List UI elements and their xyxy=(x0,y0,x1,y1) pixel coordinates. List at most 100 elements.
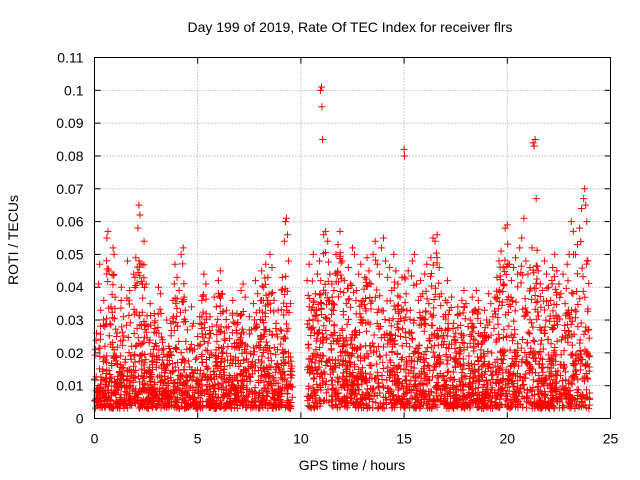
data-point xyxy=(134,224,142,232)
data-point xyxy=(375,343,383,351)
data-point xyxy=(479,361,487,369)
data-point xyxy=(260,385,268,393)
data-point xyxy=(241,394,249,402)
data-point xyxy=(561,321,569,329)
data-point xyxy=(242,355,250,363)
data-point xyxy=(585,280,593,288)
data-point xyxy=(139,294,147,302)
data-point xyxy=(149,345,157,353)
data-point xyxy=(238,311,246,319)
data-point xyxy=(225,401,233,409)
data-point xyxy=(374,379,382,387)
data-point xyxy=(498,392,506,400)
data-point xyxy=(220,368,228,376)
data-point xyxy=(457,329,465,337)
data-point xyxy=(578,395,586,403)
y-tick-label: 0.07 xyxy=(56,181,83,197)
data-point xyxy=(354,401,362,409)
data-point xyxy=(397,314,405,322)
data-point xyxy=(452,395,460,403)
data-point xyxy=(428,282,436,290)
plot-frame xyxy=(94,57,611,419)
data-point xyxy=(149,384,157,392)
data-point xyxy=(579,287,587,295)
data-point xyxy=(439,340,447,348)
data-point xyxy=(251,398,259,406)
data-point xyxy=(264,301,272,309)
data-point xyxy=(121,358,129,366)
data-point xyxy=(365,391,373,399)
data-point xyxy=(345,315,353,323)
data-point xyxy=(395,361,403,369)
data-point xyxy=(138,357,146,365)
data-point xyxy=(331,364,339,372)
data-point xyxy=(548,325,556,333)
data-point xyxy=(520,381,528,389)
data-point xyxy=(233,320,241,328)
data-point xyxy=(213,321,221,329)
data-point xyxy=(179,244,187,252)
data-point xyxy=(538,364,546,372)
data-point xyxy=(197,391,205,399)
data-point xyxy=(389,391,397,399)
data-point xyxy=(260,283,268,291)
data-point xyxy=(159,338,167,346)
data-point xyxy=(283,377,291,385)
data-point xyxy=(431,237,439,245)
data-point xyxy=(95,344,103,352)
data-point xyxy=(245,313,253,321)
data-point xyxy=(562,376,570,384)
data-point xyxy=(540,257,548,265)
data-point xyxy=(129,362,137,370)
data-point xyxy=(556,360,564,368)
data-point xyxy=(398,342,406,350)
data-point xyxy=(118,328,126,336)
data-point xyxy=(428,331,436,339)
data-point xyxy=(256,404,264,412)
data-point xyxy=(561,300,569,308)
data-point xyxy=(569,290,577,298)
data-point xyxy=(560,347,568,355)
data-point xyxy=(383,297,391,305)
data-point xyxy=(546,368,554,376)
data-point xyxy=(550,300,558,308)
x-axis-label: GPS time / hours xyxy=(299,457,406,473)
data-point xyxy=(394,280,402,288)
data-point xyxy=(528,401,536,409)
data-point xyxy=(221,336,229,344)
data-point xyxy=(132,399,140,407)
data-point xyxy=(117,337,125,345)
data-point xyxy=(310,329,318,337)
data-point xyxy=(497,247,505,255)
data-point xyxy=(222,324,230,332)
data-point xyxy=(180,396,188,404)
data-point xyxy=(551,285,559,293)
data-point xyxy=(109,244,117,252)
data-point xyxy=(142,355,150,363)
data-point xyxy=(338,325,346,333)
data-point xyxy=(536,280,544,288)
data-point xyxy=(484,347,492,355)
data-point xyxy=(392,381,400,389)
data-point xyxy=(471,361,479,369)
data-point xyxy=(116,394,124,402)
data-point xyxy=(349,244,356,252)
data-point xyxy=(333,335,341,343)
data-point xyxy=(250,316,258,324)
data-point xyxy=(145,397,153,405)
data-point xyxy=(107,321,115,329)
data-point xyxy=(482,332,490,340)
data-point xyxy=(249,390,257,398)
data-point xyxy=(267,350,275,358)
data-point xyxy=(287,300,295,308)
data-point xyxy=(539,402,547,410)
data-point xyxy=(320,250,328,258)
data-point xyxy=(305,355,313,363)
data-point xyxy=(214,380,222,388)
data-point xyxy=(196,387,204,395)
data-point xyxy=(507,277,515,285)
data-point xyxy=(270,296,278,304)
data-point xyxy=(394,309,402,317)
data-point xyxy=(224,392,232,400)
data-point xyxy=(552,291,560,299)
